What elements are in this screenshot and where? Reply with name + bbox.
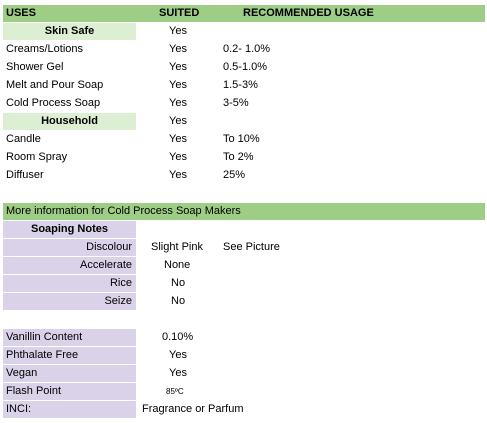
row-use: Melt and Pour Soap bbox=[6, 79, 104, 91]
row-use: Creams/Lotions bbox=[6, 43, 84, 55]
cold-process-title: More information for Cold Process Soap M… bbox=[6, 205, 241, 217]
property-value: Yes bbox=[169, 367, 187, 379]
property-label: INCI: bbox=[3, 401, 136, 418]
soaping-notes-heading: Soaping Notes bbox=[3, 221, 136, 238]
row-use: Shower Gel bbox=[6, 61, 64, 73]
row-suited: Yes bbox=[169, 61, 187, 73]
group-skin-safe: Skin Safe bbox=[3, 23, 136, 40]
row-usage: 1.5-3% bbox=[223, 79, 258, 91]
row-usage: 3-5% bbox=[223, 97, 249, 109]
property-value: 0.10% bbox=[162, 331, 194, 343]
property-value: Fragrance or Parfum bbox=[142, 403, 244, 415]
row-suited: Yes bbox=[169, 97, 187, 109]
property-label: Flash Point bbox=[3, 383, 136, 400]
property-label: Vegan bbox=[3, 365, 136, 382]
header-recommended-usage: RECOMMENDED USAGE bbox=[243, 7, 374, 19]
note-label: Rice bbox=[3, 275, 136, 292]
property-label: Phthalate Free bbox=[3, 347, 136, 364]
property-value: Yes bbox=[169, 349, 187, 361]
row-usage: 0.2- 1.0% bbox=[223, 43, 271, 55]
row-suited: Yes bbox=[169, 79, 187, 91]
row-usage: 25% bbox=[223, 169, 246, 181]
row-use: Cold Process Soap bbox=[6, 97, 101, 109]
row-use: Diffuser bbox=[6, 169, 44, 181]
row-suited: Yes bbox=[169, 133, 187, 145]
row-use: Candle bbox=[6, 133, 41, 145]
row-usage: 0.5-1.0% bbox=[223, 61, 268, 73]
row-usage: To 10% bbox=[223, 133, 260, 145]
group-household: Household bbox=[3, 113, 136, 130]
cold-process-banner bbox=[3, 203, 485, 220]
table-header bbox=[3, 5, 485, 22]
note-value: No bbox=[171, 277, 186, 289]
note-label: Seize bbox=[3, 293, 136, 310]
note-value: Slight Pink bbox=[151, 241, 203, 253]
row-suited: Yes bbox=[169, 43, 187, 55]
skin-safe-suited: Yes bbox=[169, 25, 187, 37]
household-suited: Yes bbox=[169, 115, 187, 127]
row-usage: To 2% bbox=[223, 151, 254, 163]
note-label: Accelerate bbox=[3, 257, 136, 274]
note-value: No bbox=[171, 295, 186, 307]
note-extra: See Picture bbox=[223, 241, 280, 253]
property-label: Vanillin Content bbox=[3, 329, 136, 346]
header-uses: USES bbox=[6, 7, 36, 19]
note-value: None bbox=[164, 259, 191, 271]
note-label: Discolour bbox=[3, 239, 136, 256]
row-suited: Yes bbox=[169, 151, 187, 163]
row-use: Room Spray bbox=[6, 151, 68, 163]
property-value: 85ºC bbox=[166, 387, 184, 396]
header-suited: SUITED bbox=[159, 7, 200, 19]
row-suited: Yes bbox=[169, 169, 187, 181]
